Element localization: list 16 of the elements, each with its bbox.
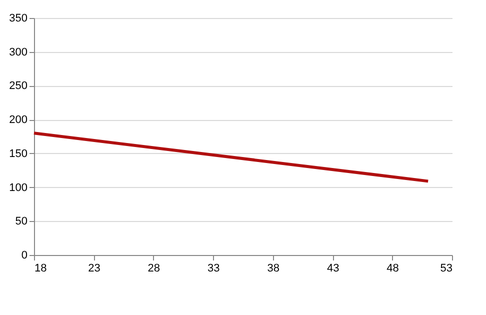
y-tick-label: 300 xyxy=(9,46,28,58)
x-tick-label: 33 xyxy=(208,262,220,274)
y-tick-label: 250 xyxy=(9,80,28,92)
y-tick-label: 0 xyxy=(21,250,28,262)
x-tick-label: 38 xyxy=(267,262,280,274)
y-tick-label: 100 xyxy=(9,182,28,194)
y-tick-label: 150 xyxy=(9,148,28,160)
x-tick-label: 28 xyxy=(148,262,160,274)
x-tick-label: 18 xyxy=(34,262,47,274)
y-tick-label: 200 xyxy=(9,114,28,126)
x-tick-label: 48 xyxy=(386,262,399,274)
x-tick-label: 23 xyxy=(88,262,100,274)
y-tick-label: 350 xyxy=(9,12,28,24)
y-tick-label: 50 xyxy=(15,216,28,228)
x-tick-label: 53 xyxy=(440,262,452,274)
x-tick-label: 43 xyxy=(326,262,340,274)
